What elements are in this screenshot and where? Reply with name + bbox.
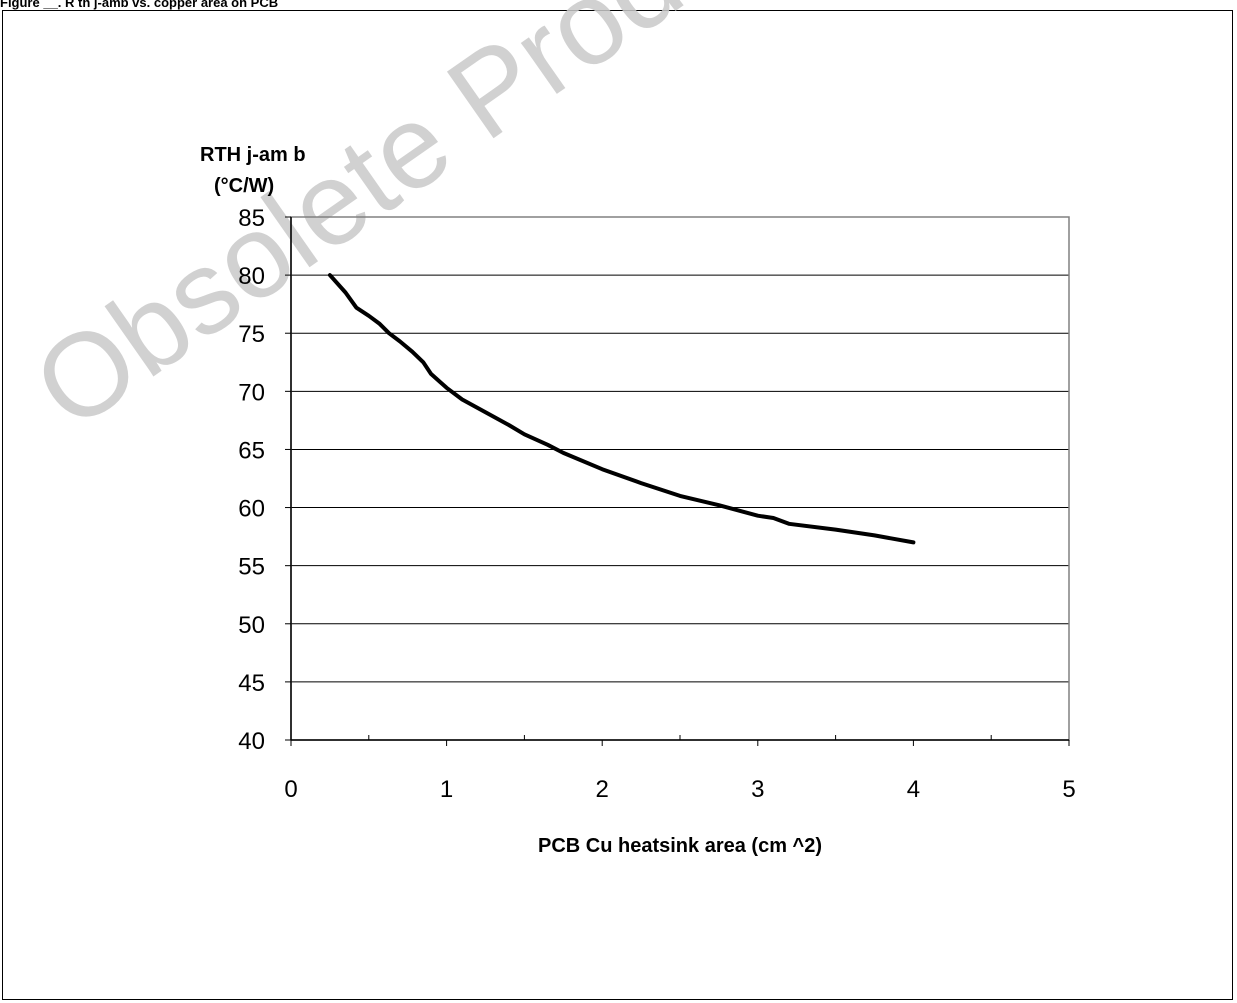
plot-area-border <box>291 217 1069 740</box>
y-tick-label-40: 40 <box>238 728 265 755</box>
x-tick-label-3: 3 <box>751 776 764 803</box>
y-tick-label-80: 80 <box>238 263 265 290</box>
y-tick-label-55: 55 <box>238 554 265 581</box>
y-tick-label-85: 85 <box>238 205 265 232</box>
x-tick-label-2: 2 <box>596 776 609 803</box>
x-tick-label-4: 4 <box>907 776 920 803</box>
y-tick-label-50: 50 <box>238 612 265 639</box>
series-line-0 <box>330 275 914 542</box>
y-tick-label-60: 60 <box>238 496 265 523</box>
axes <box>285 217 1069 746</box>
y-tick-label-75: 75 <box>238 321 265 348</box>
y-axis-label-line1: RTH j-am b <box>200 144 306 166</box>
y-axis-label-line2: (°C/W) <box>214 175 274 197</box>
y-tick-label-65: 65 <box>238 437 265 464</box>
data-series <box>330 275 914 542</box>
y-tick-label-45: 45 <box>238 670 265 697</box>
x-tick-label-5: 5 <box>1062 776 1075 803</box>
x-tick-label-0: 0 <box>284 776 297 803</box>
grid-lines <box>291 275 1069 682</box>
y-tick-label-70: 70 <box>238 379 265 406</box>
x-tick-label-1: 1 <box>440 776 453 803</box>
x-axis-label: PCB Cu heatsink area (cm ^2) <box>538 835 822 857</box>
